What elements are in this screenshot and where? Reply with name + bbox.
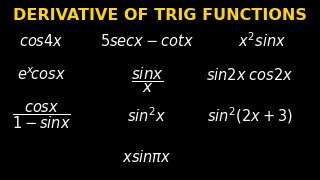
Text: $\dfrac{cosx}{1-sinx}$: $\dfrac{cosx}{1-sinx}$ [12,101,71,131]
Text: DERIVATIVE OF TRIG FUNCTIONS: DERIVATIVE OF TRIG FUNCTIONS [13,8,307,23]
Text: $sin2x\;cos2x$: $sin2x\;cos2x$ [206,67,293,83]
Text: $e^x\!cosx$: $e^x\!cosx$ [17,66,66,83]
Text: $cos4x$: $cos4x$ [19,33,64,48]
Text: $sin^2(2x+3)$: $sin^2(2x+3)$ [207,106,292,126]
Text: $5secx - cotx$: $5secx - cotx$ [100,33,194,48]
Text: $sin^2x$: $sin^2x$ [127,107,167,125]
Text: $x^2sinx$: $x^2sinx$ [238,31,287,50]
Text: $\dfrac{sinx}{x}$: $\dfrac{sinx}{x}$ [131,65,164,95]
Text: $xsin{\pi}x$: $xsin{\pi}x$ [123,149,172,165]
